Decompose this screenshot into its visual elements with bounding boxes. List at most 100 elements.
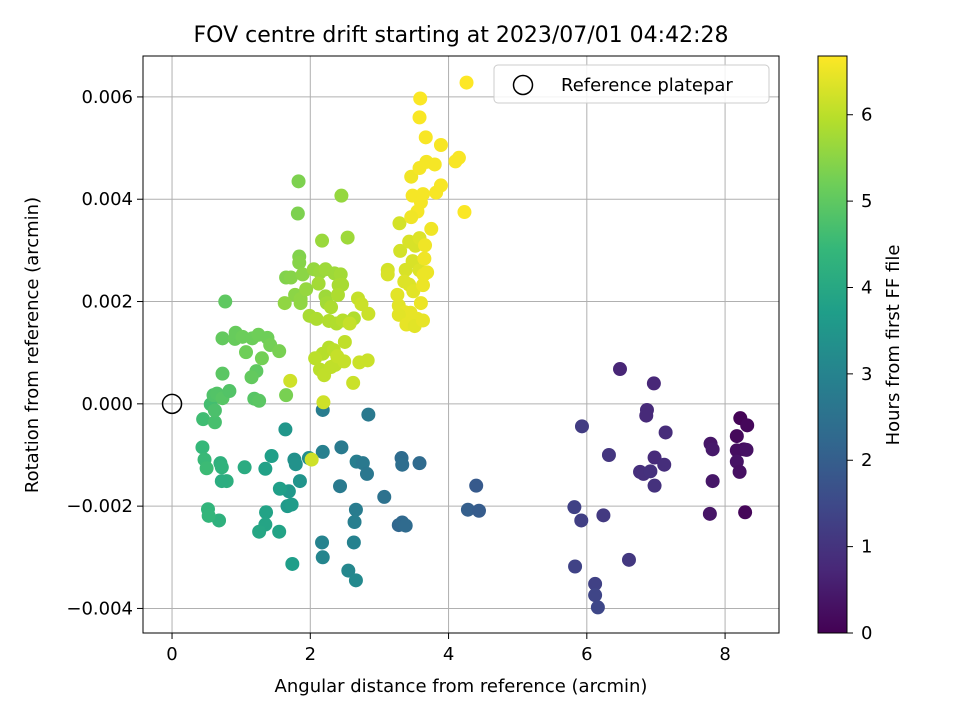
data-point [315,550,330,565]
x-tick-label: 8 [719,644,730,665]
colorbar-tick-label: 1 [861,537,872,558]
data-point [729,429,744,444]
data-point [259,505,274,520]
data-point [195,440,210,455]
legend: Reference platepar [493,64,770,104]
data-point [574,419,589,434]
y-tick-label: 0.000 [81,394,133,415]
y-tick-label: −0.002 [66,496,133,517]
x-tick-label: 4 [443,644,454,665]
data-point [398,518,413,533]
data-point [647,450,662,465]
data-point [199,461,214,476]
data-point [308,351,323,366]
data-point [643,464,658,479]
colorbar-tick-label: 2 [861,450,872,471]
data-point [311,276,326,291]
data-point [740,418,755,433]
data-point [330,287,345,302]
data-point [588,588,603,603]
data-point [590,600,605,615]
data-point [705,474,720,489]
colorbar-tick-label: 0 [861,623,872,644]
data-point [404,210,419,225]
data-point [207,415,222,430]
data-point [433,178,448,193]
data-point [334,188,349,203]
data-point [334,440,349,455]
data-point [284,497,299,512]
data-point [324,300,339,315]
data-point [285,556,300,571]
data-point [360,353,375,368]
data-point [348,502,363,517]
data-point [647,478,662,493]
y-tick-label: 0.004 [81,189,133,210]
data-point [215,331,230,346]
data-point [309,311,324,326]
x-tick-label: 0 [166,644,177,665]
colorbar-ticks: 0 1 2 3 4 5 6 [847,105,872,644]
colorbar-tick-label: 4 [861,277,872,298]
data-point [412,110,427,125]
data-point [459,75,474,90]
data-point [568,559,583,574]
data-point [380,267,395,282]
data-point [254,351,269,366]
data-points [161,75,755,615]
data-point [377,489,392,504]
data-point [361,306,376,321]
data-point [346,375,361,390]
data-point [621,552,636,567]
data-point [196,412,211,427]
data-point [417,251,432,266]
colorbar-tick-label: 6 [861,105,872,126]
data-point [418,130,433,145]
data-point [222,384,237,399]
data-point [214,474,229,489]
data-point [291,174,306,189]
data-point [420,265,435,280]
data-point [299,282,314,297]
data-point [304,452,319,467]
colorbar-label: Hours from first FF file [883,245,904,446]
data-point [290,206,305,221]
data-point [427,157,442,172]
y-axis-ticks: −0.004 −0.002 0.000 0.002 0.004 0.006 [66,87,143,619]
data-point [460,502,475,517]
x-tick-label: 2 [305,644,316,665]
data-point [201,508,216,523]
data-point [333,479,348,494]
data-point [288,457,303,472]
data-point [278,422,293,437]
data-point [279,388,294,403]
data-point [333,267,348,282]
data-point [252,393,267,408]
colorbar: 0 1 2 3 4 5 6 Hours from first FF file [817,55,904,644]
data-point [457,205,472,220]
data-point [424,221,439,236]
data-point [471,503,486,518]
data-point [657,457,672,472]
data-point [252,524,267,539]
y-tick-label: 0.006 [81,87,133,108]
data-point [239,345,254,360]
data-point [588,576,603,591]
data-point [355,456,370,471]
data-point [315,535,330,550]
data-point [574,513,589,528]
data-point [658,425,673,440]
reference-platepar-marker [161,393,183,415]
data-point [237,460,252,475]
data-point [337,354,352,369]
data-point [207,403,222,418]
data-point [413,91,428,106]
data-point [738,505,753,520]
data-point [418,238,433,253]
data-point [347,514,362,529]
grid-lines [143,56,779,633]
data-point [316,395,331,410]
colorbar-tick-label: 5 [861,191,872,212]
